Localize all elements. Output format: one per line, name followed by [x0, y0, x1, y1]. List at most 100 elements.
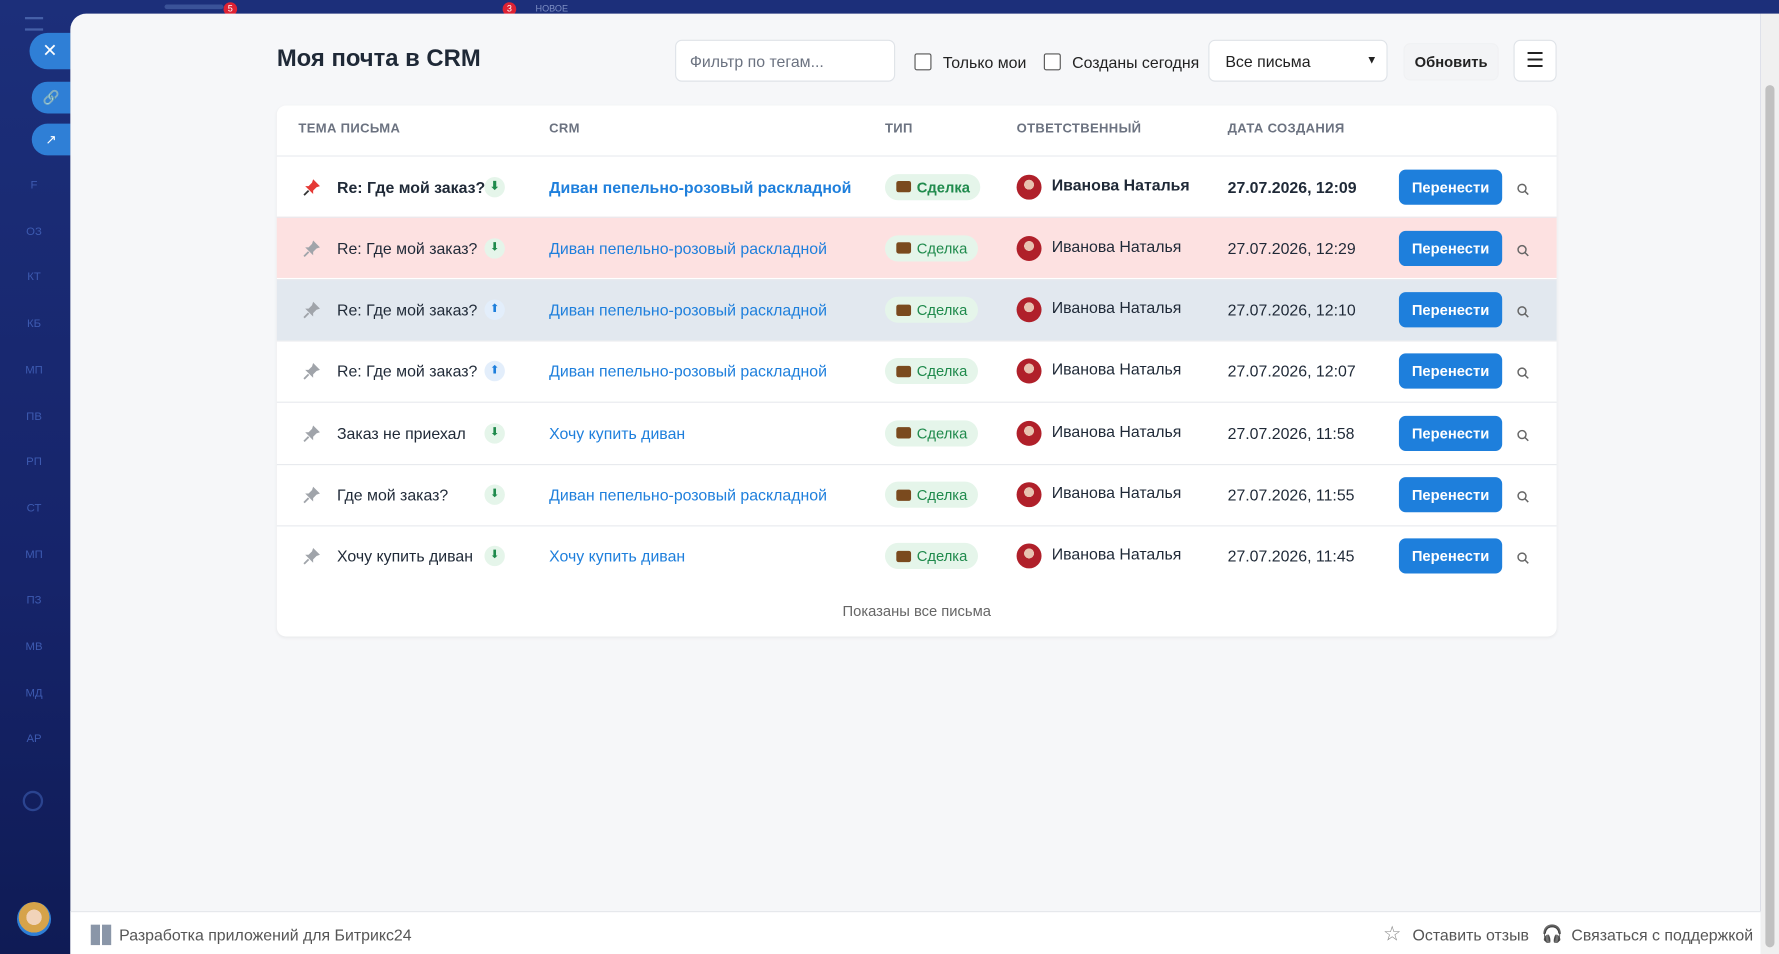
crm-link[interactable]: Диван пепельно-розовый раскладной [549, 300, 827, 319]
search-glyph [1517, 491, 1529, 503]
avatar [1016, 297, 1042, 323]
table-row[interactable]: Хочу купить диван ⬇ Хочу купить диван Сделк… [276, 525, 1557, 586]
subject[interactable]: Re: Где мой заказ? [336, 177, 486, 196]
checkbox-label[interactable]: Только мои [942, 53, 1027, 72]
sidebar-item[interactable]: F [30, 179, 38, 192]
search-glyph [1517, 429, 1529, 441]
crm-link[interactable]: Хочу купить диван [549, 547, 686, 566]
subject[interactable]: Re: Где мой заказ? [336, 239, 478, 258]
pin-shape [305, 363, 320, 379]
type-badge: Сделка [884, 358, 978, 385]
move-button[interactable]: Перенести [1398, 292, 1503, 328]
star-icon: ☆ [1383, 922, 1402, 946]
table-row[interactable]: Re: Где мой заказ? ⬆ Диван пепельно-розовы… [276, 278, 1557, 340]
sidebar-item[interactable]: МП [25, 548, 43, 562]
close-button[interactable]: ✕ [29, 32, 71, 70]
sidebar-item[interactable]: КТ [27, 271, 41, 285]
subject[interactable]: Re: Где мой заказ? [336, 362, 478, 381]
column-header: ОТВЕТСТВЕННЫЙ [1016, 122, 1142, 137]
date: 27.07.2026, 12:07 [1227, 362, 1356, 381]
subject[interactable]: Заказ не приехал [336, 423, 466, 443]
badge: 5 [223, 2, 238, 16]
sidebar-item[interactable]: СТ [26, 502, 42, 515]
search-icon[interactable] [1517, 242, 1529, 257]
move-button[interactable]: Перенести [1398, 230, 1503, 266]
move-button[interactable]: Перенести [1398, 477, 1503, 513]
sidebar-item[interactable]: ОЗ [26, 225, 42, 238]
table-row[interactable]: Заказ не приехал ⬇ Хочу купить диван Сделка… [276, 401, 1557, 463]
move-button[interactable]: Перенести [1398, 353, 1503, 390]
column-header: CRM [549, 122, 580, 137]
link-button[interactable]: 🔗 [31, 81, 71, 114]
scroll-thumb[interactable] [1765, 85, 1775, 948]
search-icon[interactable] [1517, 550, 1529, 565]
checkbox[interactable] [914, 53, 932, 71]
column-header: ДАТА СОЗДАНИЯ [1227, 122, 1345, 137]
user-avatar[interactable] [17, 901, 52, 937]
pin-icon[interactable] [302, 300, 322, 320]
support-link[interactable]: Связаться с поддержкой [1571, 925, 1754, 944]
feedback-link[interactable]: Оставить отзыв [1412, 925, 1529, 944]
briefcase-icon [896, 242, 912, 254]
sidebar-item[interactable]: МВ [25, 641, 43, 654]
sidebar-item[interactable]: АР [26, 733, 42, 746]
move-button[interactable]: Перенести [1398, 415, 1503, 451]
menu-icon[interactable] [24, 17, 44, 31]
subject[interactable]: Хочу купить диван [336, 547, 474, 566]
app-name[interactable]: Разработка приложений для Битрикс24 [119, 925, 412, 944]
crm-link[interactable]: Диван пепельно-розовый раскладной [549, 239, 827, 258]
sidebar-item[interactable]: РП [26, 456, 42, 469]
crm-link[interactable]: Хочу купить диван [549, 423, 686, 443]
checkbox[interactable] [1043, 53, 1061, 71]
search-icon[interactable] [1517, 365, 1529, 380]
move-button[interactable]: Перенести [1398, 538, 1503, 574]
subject[interactable]: Где мой заказ? [336, 485, 449, 504]
refresh-button[interactable]: Обновить [1403, 43, 1499, 81]
pin-icon[interactable] [302, 546, 322, 566]
menu-button[interactable]: ☰ [1513, 39, 1557, 82]
date: 27.07.2026, 12:09 [1227, 177, 1357, 196]
pin-icon[interactable] [302, 484, 322, 504]
select-value: Все письма [1225, 51, 1311, 70]
pin-icon[interactable] [302, 361, 322, 381]
subject[interactable]: Re: Где мой заказ? [336, 300, 478, 319]
move-button[interactable]: Перенести [1398, 169, 1503, 205]
table-row[interactable]: Re: Где мой заказ? ⬇ Диван пепельно-розовы… [276, 155, 1557, 216]
crm-link[interactable]: Диван пепельно-розовый раскладной [549, 362, 827, 381]
search-icon[interactable] [1517, 304, 1529, 318]
pin-icon[interactable] [302, 238, 322, 258]
type-badge: Сделка [884, 296, 978, 323]
search-icon[interactable] [1517, 488, 1529, 503]
pin-shape [303, 374, 310, 381]
type-label: Сделка [916, 301, 968, 319]
type-badge: Сделка [884, 481, 978, 508]
checkbox-label[interactable]: Созданы сегодня [1072, 53, 1200, 72]
sidebar-item[interactable]: КБ [26, 317, 42, 331]
sidebar-item[interactable]: ПЗ [26, 594, 42, 608]
table-row[interactable]: Re: Где мой заказ? ⬇ Диван пепельно-розовы… [276, 217, 1557, 279]
tag-filter[interactable]: Фильтр по тегам... [675, 39, 896, 82]
settings-icon[interactable] [22, 790, 44, 812]
pin-shape [303, 435, 310, 442]
direction-icon: ⬇ [484, 484, 505, 505]
crm-link[interactable]: Диван пепельно-розовый раскладной [549, 177, 852, 196]
search-icon[interactable] [1517, 180, 1529, 195]
search-glyph [1517, 306, 1529, 318]
sidebar-item[interactable]: МП [25, 363, 43, 377]
pin-icon[interactable] [302, 176, 322, 196]
mail-select[interactable]: Все письма ▼ [1208, 39, 1388, 82]
top-tab [164, 4, 224, 10]
avatar [1016, 482, 1042, 508]
lens [1517, 367, 1527, 378]
open-button[interactable]: ↗ [31, 123, 71, 156]
crm-link[interactable]: Диван пепельно-розовый раскладной [549, 485, 827, 504]
search-icon[interactable] [1517, 427, 1529, 441]
pin-shape [303, 312, 310, 319]
table-row[interactable]: Где мой заказ? ⬇ Диван пепельно-розовый ра… [276, 463, 1557, 524]
sidebar-item[interactable]: ПВ [26, 410, 42, 423]
pin-icon[interactable] [302, 423, 322, 443]
handle [1524, 251, 1529, 257]
sidebar-item[interactable]: МД [25, 687, 43, 700]
table-row[interactable]: Re: Где мой заказ? ⬆ Диван пепельно-розовы… [276, 340, 1557, 401]
bottom-bar: Разработка приложений для Битрикс24 ☆ Ос… [70, 911, 1761, 954]
